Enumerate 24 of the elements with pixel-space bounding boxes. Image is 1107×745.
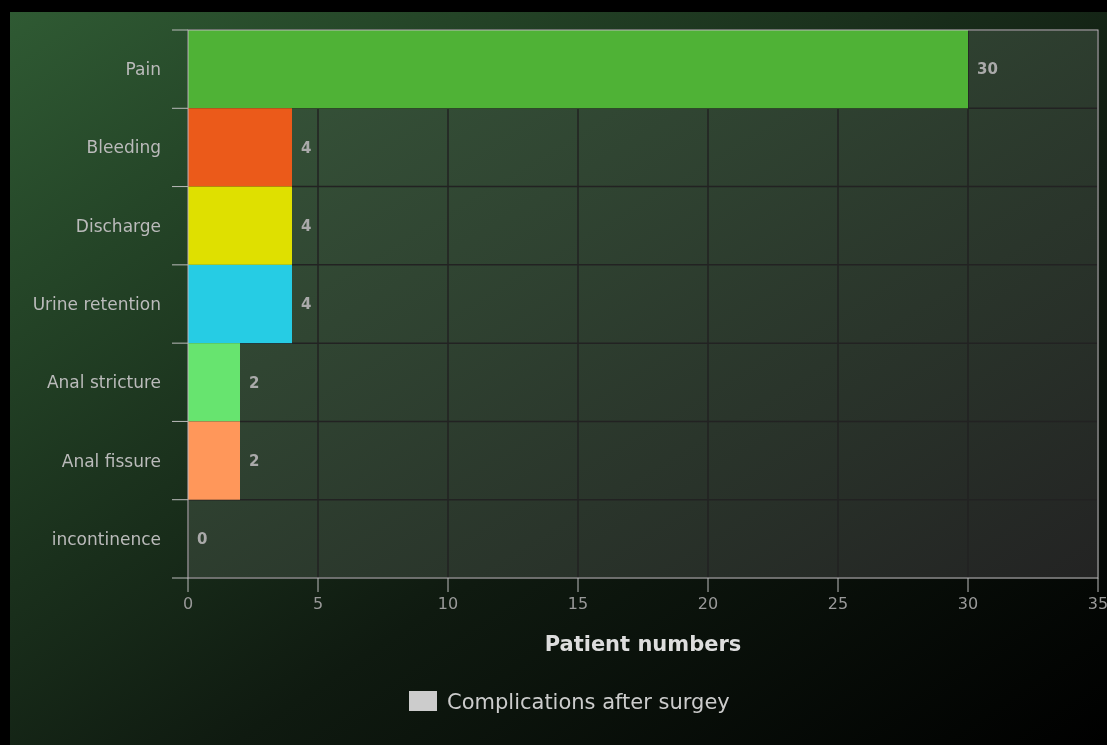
y-tick-label: Pain [125,59,161,80]
x-tick-label: 25 [827,594,849,613]
x-tick-label: 35 [1087,594,1107,613]
y-tick-label: Urine retention [32,293,161,314]
x-tick-label: 5 [312,594,324,613]
y-tick-label: incontinence [51,528,161,549]
data-label: 2 [249,373,260,392]
y-tick-label: Anal fissure [61,450,161,471]
data-label: 0 [197,530,208,549]
data-label: 4 [301,138,312,157]
x-tick-label: 30 [957,594,979,613]
text: Complications after surgey [447,690,730,715]
y-tick-label: Anal stricture [46,372,161,393]
data-label: 30 [977,60,998,79]
data-label: 4 [301,295,312,314]
data-label: 2 [249,451,260,470]
y-tick-label: Bleeding [86,137,161,158]
y-tick-label: Discharge [75,215,161,236]
data-label: 4 [301,216,312,235]
x-tick-label: 10 [437,594,459,613]
x-tick-label: 0 [182,594,194,613]
x-tick-label: 15 [567,594,589,613]
x-axis-title: Patient numbers [544,632,742,656]
x-tick-label: 20 [697,594,719,613]
